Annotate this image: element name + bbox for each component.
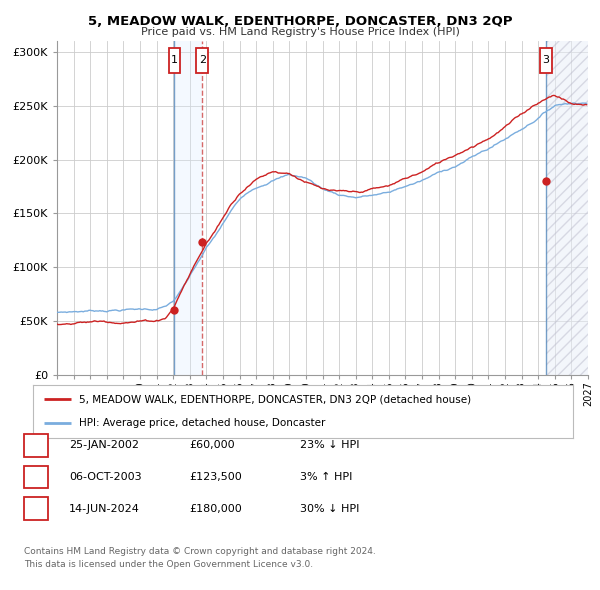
- Text: 2: 2: [32, 472, 40, 481]
- Bar: [546, 41, 588, 375]
- Text: HPI: Average price, detached house, Doncaster: HPI: Average price, detached house, Donc…: [79, 418, 325, 428]
- FancyBboxPatch shape: [196, 48, 208, 73]
- Text: £180,000: £180,000: [189, 504, 242, 513]
- Text: £123,500: £123,500: [189, 472, 242, 481]
- Text: 1: 1: [32, 441, 40, 450]
- Text: 25-JAN-2002: 25-JAN-2002: [69, 441, 139, 450]
- Text: £60,000: £60,000: [189, 441, 235, 450]
- Text: 30% ↓ HPI: 30% ↓ HPI: [300, 504, 359, 513]
- Text: 5, MEADOW WALK, EDENTHORPE, DONCASTER, DN3 2QP (detached house): 5, MEADOW WALK, EDENTHORPE, DONCASTER, D…: [79, 394, 471, 404]
- Text: This data is licensed under the Open Government Licence v3.0.: This data is licensed under the Open Gov…: [24, 560, 313, 569]
- Text: 23% ↓ HPI: 23% ↓ HPI: [300, 441, 359, 450]
- Bar: [175, 41, 202, 375]
- Text: 1: 1: [171, 55, 178, 65]
- Text: 2: 2: [199, 55, 206, 65]
- Text: 3: 3: [542, 55, 550, 65]
- FancyBboxPatch shape: [169, 48, 181, 73]
- Text: 5, MEADOW WALK, EDENTHORPE, DONCASTER, DN3 2QP: 5, MEADOW WALK, EDENTHORPE, DONCASTER, D…: [88, 15, 512, 28]
- Text: 3% ↑ HPI: 3% ↑ HPI: [300, 472, 352, 481]
- Text: 3: 3: [32, 504, 40, 513]
- FancyBboxPatch shape: [540, 48, 551, 73]
- Text: 06-OCT-2003: 06-OCT-2003: [69, 472, 142, 481]
- Text: Contains HM Land Registry data © Crown copyright and database right 2024.: Contains HM Land Registry data © Crown c…: [24, 547, 376, 556]
- Text: Price paid vs. HM Land Registry's House Price Index (HPI): Price paid vs. HM Land Registry's House …: [140, 27, 460, 37]
- Text: 14-JUN-2024: 14-JUN-2024: [69, 504, 140, 513]
